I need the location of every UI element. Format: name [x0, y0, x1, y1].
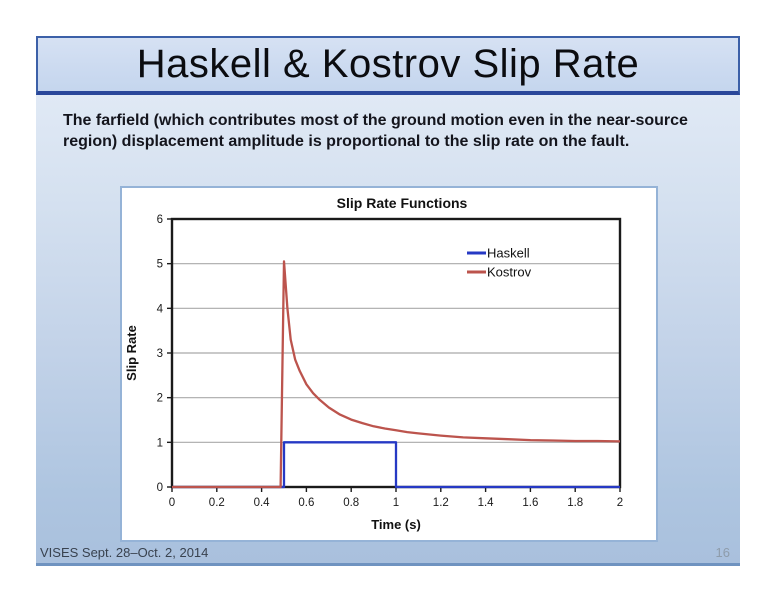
y-axis-title: Slip Rate	[124, 325, 139, 381]
slide-body: The farfield (which contributes most of …	[36, 95, 740, 566]
y-tick-label: 0	[157, 482, 163, 494]
chart-title: Slip Rate Functions	[337, 195, 468, 211]
slide-title: Haskell & Kostrov Slip Rate	[136, 42, 640, 86]
presentation-slide: Haskell & Kostrov Slip Rate The farfield…	[36, 36, 740, 566]
x-tick-label: 1.4	[478, 497, 495, 509]
slide-title-box: Haskell & Kostrov Slip Rate	[36, 36, 740, 95]
x-tick-label: 0.8	[343, 497, 359, 509]
x-tick-label: 2	[617, 497, 623, 509]
x-tick-label: 0	[169, 497, 175, 509]
legend-label-haskell: Haskell	[487, 246, 530, 261]
slide-footer: VISES Sept. 28–Oct. 2, 2014 16	[40, 545, 730, 560]
haskell-line	[172, 441, 620, 489]
y-tick-label: 6	[157, 214, 163, 226]
x-tick-label: 0.6	[298, 497, 314, 509]
x-tick-label: 1.2	[433, 497, 449, 509]
x-tick-label: 0.4	[254, 497, 271, 509]
x-tick-label: 1.6	[522, 497, 538, 509]
x-tick-label: 1	[393, 497, 399, 509]
x-axis-title: Time (s)	[371, 517, 421, 532]
footer-date: VISES Sept. 28–Oct. 2, 2014	[40, 545, 209, 560]
page-number: 16	[715, 545, 730, 560]
y-tick-label: 4	[157, 303, 164, 315]
slip-rate-chart: Slip Rate Functions 0 1 2 3 4 5 6 0 0.2 0.4 0.6 0.8 1…	[124, 195, 623, 532]
y-tick-label: 3	[157, 348, 163, 360]
legend-label-kostrov: Kostrov	[487, 265, 532, 280]
body-paragraph: The farfield (which contributes most of …	[63, 112, 688, 150]
x-tick-label: 1.8	[567, 497, 583, 509]
x-tick-label: 0.2	[209, 497, 225, 509]
kostrov-line	[172, 260, 621, 489]
y-tick-label: 2	[157, 393, 163, 405]
chart-card: Slip Rate Functions 0 1 2 3 4 5 6 0 0.2 0.4 0.6 0.8 1…	[120, 186, 658, 542]
y-tick-label: 1	[157, 437, 163, 449]
y-tick-label: 5	[157, 259, 163, 271]
